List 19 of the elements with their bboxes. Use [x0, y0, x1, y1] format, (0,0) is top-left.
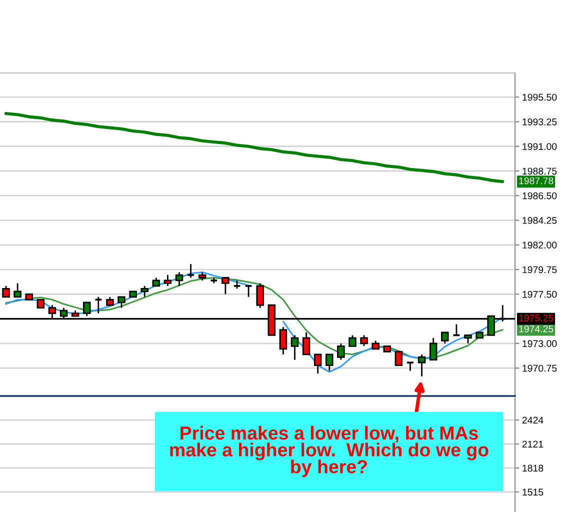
y-tick-label: 1515: [522, 488, 544, 496]
ref-line-label: 1975.25: [519, 314, 554, 322]
y-tick-label: 1991.00: [522, 143, 557, 150]
y-tick-label: 1818: [522, 464, 544, 472]
y-tick-label: 1982.00: [522, 242, 557, 249]
y-tick-label: 2121: [522, 440, 544, 448]
y-tick-label: 1984.25: [522, 217, 557, 224]
y-tick-label: 1977.50: [522, 290, 557, 298]
annotation: Price makes a lower low, but MAs make a higher low. Which do we go by here?: [170, 426, 488, 478]
y-tick-label: 1986.50: [522, 192, 557, 200]
y-tick-label: 1995.50: [522, 94, 557, 101]
y-tick-label: 1979.75: [522, 266, 557, 274]
y-tick-label: 1988.75: [522, 168, 557, 175]
y-tick-label: 2424: [522, 416, 544, 424]
y-tick-label: 1973.00: [522, 340, 557, 348]
y-tick-label: 1970.75: [522, 364, 557, 372]
data-label: 1987.78: [519, 177, 554, 184]
data-label: 1974.25: [519, 325, 554, 332]
y-tick-label: 1993.25: [522, 118, 557, 126]
